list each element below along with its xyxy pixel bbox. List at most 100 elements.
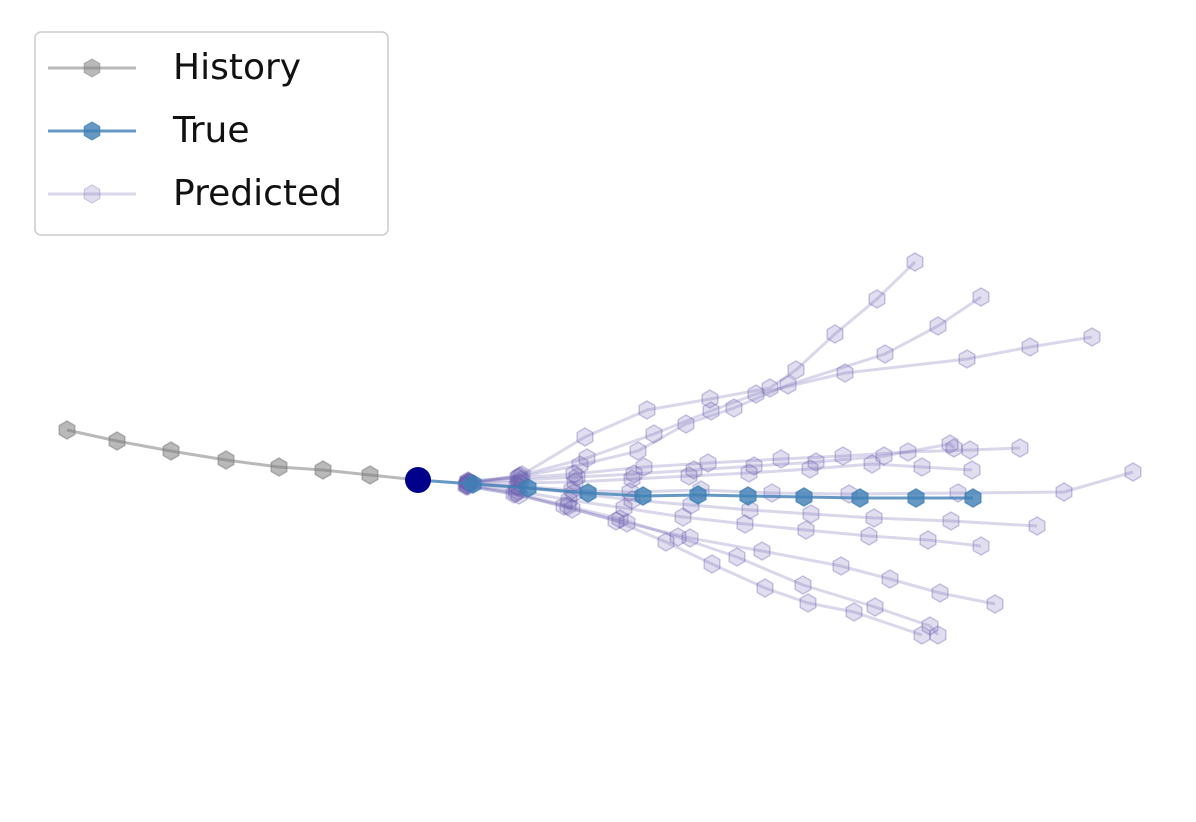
trajectory-line [469,335,1093,485]
trajectory-point [834,446,852,466]
trajectory-point [568,467,586,487]
trajectory-point [863,454,881,474]
trajectory-point [611,509,629,529]
trajectory-point [563,499,581,519]
trajectory-point [860,526,878,546]
trajectory-point [881,569,899,589]
trajectory-point [635,457,653,477]
legend-box [34,31,389,236]
trajectory-point [899,442,917,462]
trajectory-point [623,469,641,489]
trajectory-point [836,363,854,383]
plot-area [58,252,1142,645]
trajectory-point [866,597,884,617]
trajectory-point [802,504,820,524]
trajectory-line [466,483,982,548]
trajectory-point [1028,516,1046,536]
trajectory-point [807,452,825,472]
trajectory-point [576,427,594,447]
trajectory-point [876,344,894,364]
trajectory-point [571,455,589,475]
trajectory-point [634,486,652,506]
trajectory-point [875,446,893,466]
trajectory-line [465,484,923,637]
trajectory-point [58,420,76,440]
trajectory-point [108,431,126,451]
trajectory-point [929,625,947,645]
legend-marker [83,58,101,78]
trajectory-point [787,360,805,380]
trajectory-point [753,541,771,561]
trajectory-point [931,583,949,603]
trajectory-point [1124,462,1142,482]
trajectory-point [763,483,781,503]
trajectory-point [669,527,687,547]
trajectory-point [681,528,699,548]
trajectory-point [906,252,924,272]
trajectory-point [565,464,583,484]
trajectory-point [555,496,573,516]
trajectory-point [913,457,931,477]
trajectory-point [961,440,979,460]
trajectory-point [1011,438,1029,458]
trajectory-point [942,511,960,531]
trajectory-point [945,438,963,458]
trajectory-point [972,287,990,307]
trajectory-point [739,486,757,506]
trajectory-point [615,498,633,518]
trajectory-point [740,463,758,483]
trajectory-point [851,488,869,508]
trajectory-point [629,441,647,461]
trajectory-point [361,465,379,485]
trajectory-point [741,500,759,520]
trajectory-line [467,462,973,485]
trajectory-point [865,508,883,528]
legend: History True Predicted [34,31,389,236]
legend-label: True [172,110,249,151]
trajectory-point [618,513,636,533]
trajectory-point [677,414,695,434]
trajectory-point [779,375,797,395]
trajectory-point [801,459,819,479]
legend-marker [83,121,101,141]
trajectory-point [725,398,743,418]
trajectory-point [560,490,578,510]
trajectory-point [799,593,817,613]
trajectory-line [468,442,956,484]
trajectory-point [972,536,990,556]
trajectory-point [747,384,765,404]
trajectory-point [464,474,482,494]
trajectory-line [467,260,917,484]
trajectory-point [761,378,779,398]
trajectory-point [578,448,596,468]
trajectory-point [657,532,675,552]
trajectory-point [217,450,235,470]
trajectory-point [929,316,947,336]
trajectory-point [941,434,959,454]
trajectory-point [680,466,698,486]
trajectory-point [519,478,537,498]
trajectory-point [907,488,925,508]
trajectory-point [772,449,790,469]
trajectory-line [467,484,996,606]
legend-label: History [173,47,301,88]
trajectory-point [645,424,663,444]
trajectory-point [314,460,332,480]
trajectory-line [466,483,940,636]
trajectory-point [563,480,581,500]
trajectory-point [685,460,703,480]
trajectory-point [559,496,577,516]
trajectory-point [701,389,719,409]
trajectory-point [919,530,937,550]
trajectory-point [756,578,774,598]
trajectory-point [826,324,844,344]
trajectory-point [745,456,763,476]
trajectory-point [964,488,982,508]
trajectory-point [795,487,813,507]
trajectory-point [699,453,717,473]
trajectory-point [579,483,597,503]
trajectory-point [270,457,288,477]
trajectory-point [689,485,707,505]
trajectory-point [958,349,976,369]
